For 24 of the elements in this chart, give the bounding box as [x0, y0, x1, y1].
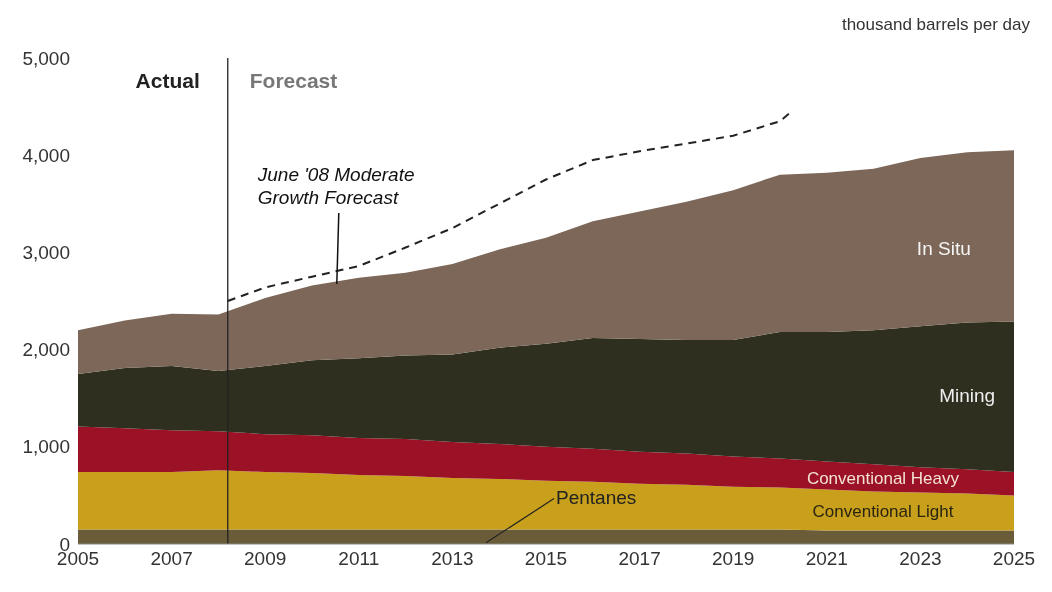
- y-tick-label: 1,000: [22, 436, 70, 458]
- y-tick-label: 2,000: [22, 339, 70, 361]
- series-label: June '08 Moderate Growth Forecast: [256, 164, 415, 208]
- x-tick-label: 2015: [524, 548, 568, 570]
- x-tick-label: 2013: [431, 548, 474, 570]
- y-tick-label: 5,000: [22, 47, 70, 69]
- x-tick-label: 2019: [712, 548, 755, 570]
- y-tick-label: 3,000: [22, 241, 70, 263]
- x-tick-label: 2021: [805, 548, 848, 570]
- series-label: Conventional Light: [812, 501, 954, 521]
- series-label: In Situ: [916, 237, 971, 259]
- y-tick-label: 4,000: [22, 144, 70, 166]
- x-tick-label: 2025: [992, 548, 1036, 570]
- y-axis-title: thousand barrels per day: [841, 15, 1031, 34]
- x-tick-label: 2009: [244, 548, 287, 570]
- x-tick-label: 2011: [338, 548, 380, 570]
- x-tick-label: 2023: [899, 548, 942, 570]
- series-label: Conventional Heavy: [806, 468, 960, 488]
- series-label: Mining: [939, 385, 996, 407]
- annotation: Actual: [135, 69, 200, 92]
- x-tick-label: 2007: [150, 548, 193, 570]
- x-tick-label: 2017: [618, 548, 661, 570]
- annotation: Forecast: [249, 69, 338, 92]
- series-label: Pentanes: [556, 486, 637, 508]
